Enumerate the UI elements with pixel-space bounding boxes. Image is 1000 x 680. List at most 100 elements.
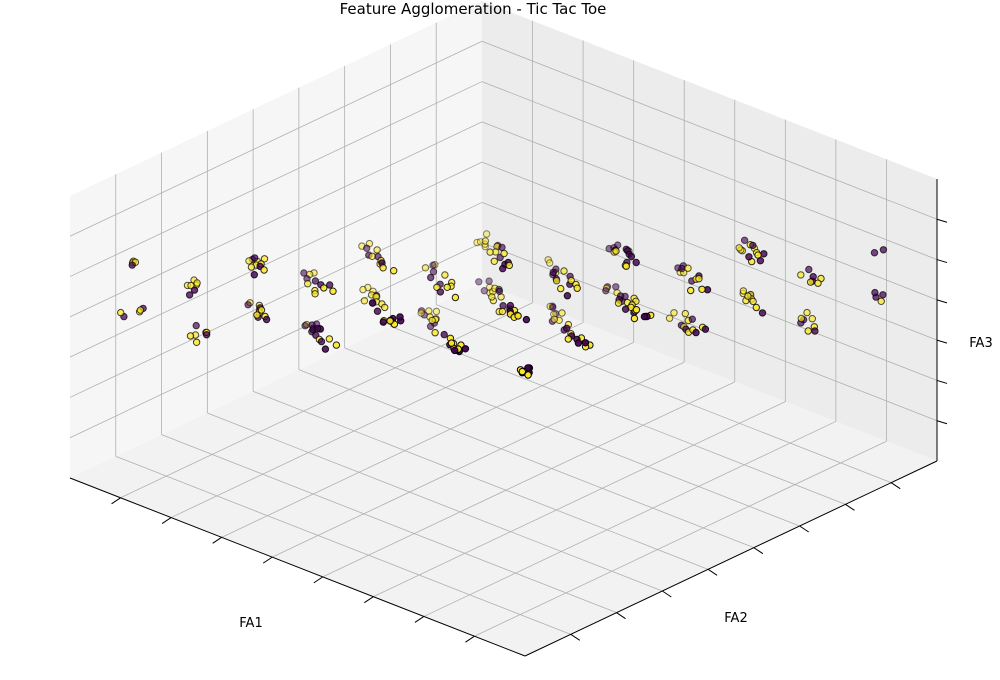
scatter-point: [186, 332, 195, 340]
scatter-point: [251, 254, 259, 262]
back-left-pane: [70, 1, 482, 478]
scatter-point: [325, 335, 334, 343]
scatter-point: [573, 284, 581, 292]
scatter-point: [440, 330, 448, 339]
scatter-point: [386, 317, 394, 325]
scatter-point: [443, 283, 451, 291]
scatter-point: [670, 309, 678, 317]
scatter-point: [498, 307, 507, 316]
chart-title: Feature Agglomeration - Tic Tac Toe: [340, 0, 607, 18]
scatter-point: [612, 247, 620, 255]
scatter-point: [522, 315, 531, 324]
scatter-point: [552, 277, 561, 285]
grid-line-fa1: [207, 412, 663, 592]
scatter-point: [431, 329, 439, 337]
scatter-point: [701, 325, 710, 333]
fa2-tick: [212, 536, 222, 544]
scatter-point: [549, 303, 557, 312]
scatter-point: [563, 292, 572, 300]
fa1-tick: [570, 633, 581, 641]
scatter-point: [695, 275, 703, 283]
scatter-point: [427, 273, 435, 282]
scatter-point: [257, 306, 266, 314]
scatter-point: [311, 290, 319, 298]
scatter-point: [461, 345, 470, 353]
scatter-point: [136, 306, 145, 314]
scatter-point: [640, 312, 649, 321]
scatter-point: [244, 301, 252, 309]
fa3-tick: [936, 339, 948, 344]
scatter-point: [482, 230, 491, 238]
scatter-point: [301, 322, 309, 330]
fa2-tick: [161, 517, 172, 524]
scatter-point: [681, 309, 689, 318]
grid-line-fa1: [298, 369, 755, 549]
scatter-point: [574, 339, 583, 347]
scatter-point: [379, 318, 387, 326]
grid-lines: [69, 20, 938, 637]
fa2-tick: [364, 596, 374, 604]
scatter-point: [684, 264, 692, 272]
grid-line-fa1: [344, 347, 800, 527]
fa1-tick: [845, 503, 855, 511]
scatter-point: [429, 268, 438, 276]
grid-line-fa2: [272, 361, 685, 558]
grid-line-fa1: [436, 304, 892, 484]
scatter-point: [567, 276, 575, 285]
scatter-point: [549, 268, 557, 277]
scatter-point: [758, 309, 767, 317]
grid-line-fa3: [69, 40, 483, 237]
grid-line-fa3: [69, 202, 483, 398]
grid-line-fa3: [481, 40, 938, 220]
fa1-tick: [890, 482, 901, 490]
scatter-point: [877, 297, 885, 305]
scatter-point: [688, 315, 696, 323]
scatter-point: [486, 248, 494, 256]
scatter-point: [260, 255, 269, 263]
scatter-point: [627, 252, 636, 261]
scatter-point: [390, 267, 398, 275]
scatter-point: [473, 238, 481, 247]
scatter-point: [735, 244, 743, 252]
scatter-point: [185, 291, 194, 299]
scatter-point: [313, 324, 322, 333]
scatter-point: [117, 308, 125, 317]
scatter-point: [797, 271, 805, 279]
scatter-point: [304, 280, 312, 288]
scatter-point: [602, 287, 610, 295]
grid-line-fa2: [423, 421, 837, 617]
fa2-tick: [465, 635, 475, 643]
scatter-point: [490, 257, 498, 265]
back-right-pane: [482, 1, 937, 461]
scatter-point: [612, 283, 620, 291]
scatter-point: [665, 314, 674, 322]
scatter-point: [363, 244, 371, 252]
scatter-point: [379, 264, 387, 272]
grid-line-fa3: [69, 121, 483, 318]
scatter-point: [253, 311, 261, 319]
scatter-point: [451, 293, 460, 302]
scatter-point: [192, 321, 200, 330]
scatter-point: [879, 291, 887, 299]
fa1-tick: [616, 612, 626, 620]
data-points: [117, 230, 888, 379]
grid-line-fa3: [69, 81, 483, 277]
scatter-point: [806, 278, 815, 286]
scatter-point: [192, 338, 201, 346]
scatter-point: [381, 303, 389, 312]
scatter-point: [630, 314, 639, 323]
scatter-point: [250, 271, 259, 279]
scatter-point: [749, 297, 757, 306]
scatter-point: [739, 287, 748, 295]
scatter-point: [245, 257, 253, 265]
scatter-point: [373, 307, 382, 315]
scatter-point: [698, 285, 706, 293]
scatter-point: [359, 285, 367, 294]
x-axis-label: FA1: [239, 616, 262, 631]
scatter-point: [614, 299, 623, 307]
scatter-point: [745, 253, 753, 261]
scatter-point: [692, 328, 700, 337]
fa3-tick: [936, 218, 948, 223]
